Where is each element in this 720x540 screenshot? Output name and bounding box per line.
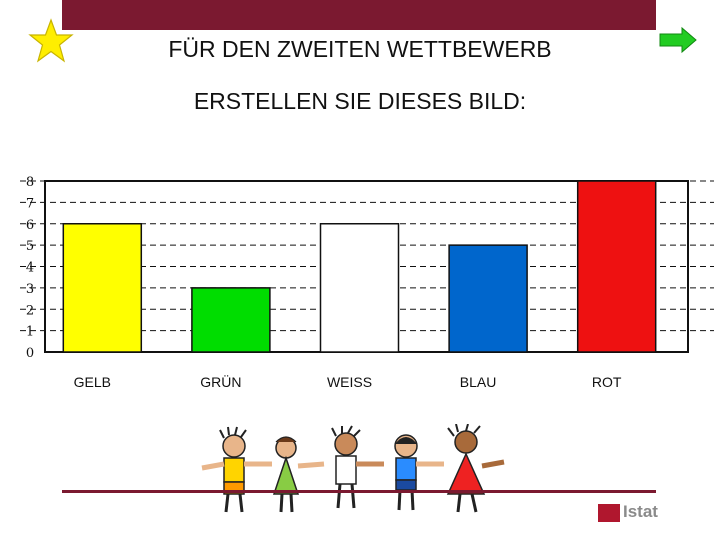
bar-1: [191, 287, 271, 353]
istat-logo: Istat: [598, 500, 658, 526]
y-tick-label: 5: [26, 239, 34, 254]
footer-line: [62, 490, 656, 493]
bar-4: [576, 180, 657, 353]
y-tick-label: 2: [26, 303, 34, 318]
x-tick-label: GRÜN: [200, 373, 241, 390]
children-holding-hands-illustration: [201, 424, 505, 513]
y-tick-label: 6: [26, 218, 34, 233]
bar-chart: 0 1 2 3 4 5 6 7 8 GELB GRÜN WEISS BLAU ROT: [20, 175, 714, 390]
star-icon: [28, 18, 74, 63]
x-tick-label: WEISS: [327, 374, 372, 390]
y-tick-label: 3: [26, 282, 34, 297]
bar-0: [62, 223, 143, 353]
logo-mark-icon: [598, 504, 620, 522]
y-tick-label: 1: [26, 325, 34, 340]
y-tick-label: 7: [26, 196, 34, 211]
x-tick-label: ROT: [592, 374, 622, 390]
y-tick-label: 8: [26, 175, 34, 190]
page-title: FÜR DEN ZWEITEN WETTBEWERB: [168, 36, 552, 62]
header-bar: [62, 0, 656, 30]
logo-text: Istat: [623, 502, 658, 521]
bar-2: [319, 223, 400, 353]
y-tick-label: 0: [26, 346, 34, 361]
y-tick-label: 4: [26, 261, 34, 276]
x-tick-label: BLAU: [460, 374, 497, 390]
bar-3: [448, 244, 528, 353]
arrow-right-icon[interactable]: [658, 26, 698, 54]
x-tick-label: GELB: [74, 374, 111, 390]
page-subtitle: ERSTELLEN SIE DIESES BILD:: [193, 88, 527, 114]
